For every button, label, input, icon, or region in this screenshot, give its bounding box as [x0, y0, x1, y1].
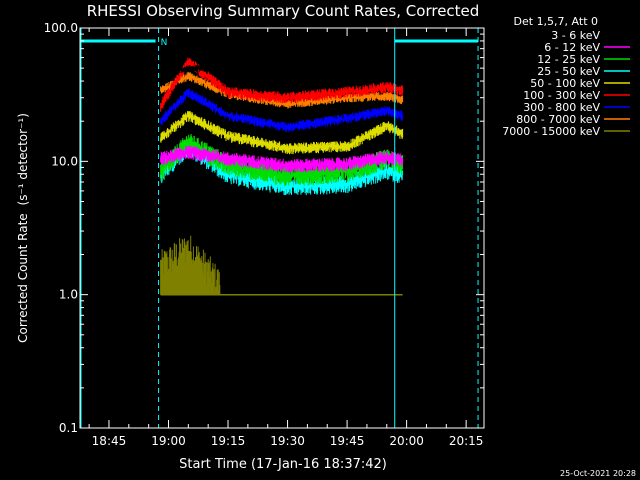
series-line	[160, 74, 403, 105]
y-axis-label-units: (s⁻¹ detector⁻¹)	[16, 113, 30, 205]
legend-entry-label: 3 - 6 keV	[551, 29, 600, 42]
night-markers: N	[80, 28, 479, 428]
x-tick-label: 20:15	[449, 434, 484, 448]
legend-entry-label: 100 - 300 keV	[523, 89, 600, 102]
x-tick-label: 19:30	[270, 434, 305, 448]
series-100-300kev	[160, 57, 404, 112]
x-tick-label: 19:00	[151, 434, 186, 448]
series-7000-15000kev	[160, 235, 403, 296]
x-tick-label: 18:45	[92, 434, 127, 448]
plot-area: N	[80, 28, 479, 428]
night-annotation-label: N	[161, 38, 168, 48]
series-spikes	[160, 235, 221, 295]
series-line	[160, 115, 403, 149]
y-tick-label: 10.0	[51, 154, 78, 168]
x-tick-label: 19:45	[330, 434, 365, 448]
y-axis-label-main: Corrected Count Rate	[16, 213, 30, 343]
legend-entry-label: 7000 - 15000 keV	[502, 125, 600, 138]
series-300-800kev	[160, 88, 404, 133]
footer-date: 25-Oct-2021 20:28	[560, 469, 636, 478]
x-tick-label: 19:15	[211, 434, 246, 448]
axes: 100.0 10.0 1.0 0.1 18:45 19:00 19:15 19:30 19:45…	[44, 21, 485, 448]
legend-entry-label: 50 - 100 keV	[530, 77, 600, 90]
axes-frame	[79, 27, 485, 429]
legend-title: Det 1,5,7, Att 0	[514, 15, 598, 28]
legend-entry-label: 800 - 7000 keV	[516, 113, 600, 126]
legend-entry-label: 25 - 50 keV	[537, 65, 600, 78]
series-line	[160, 60, 403, 107]
series-6-12kev	[160, 145, 404, 173]
y-tick-label: 0.1	[59, 421, 78, 435]
series-line	[160, 67, 403, 74]
legend-entry-label: 6 - 12 keV	[544, 41, 600, 54]
series-3-6kev	[160, 65, 404, 76]
y-tick-label: 1.0	[59, 288, 78, 302]
y-axis-label: Corrected Count Rate (s⁻¹ detector⁻¹)	[16, 113, 30, 343]
y-tick-label: 100.0	[44, 21, 78, 35]
y-axis-label-text: Corrected Count Rate (s⁻¹ detector⁻¹)	[16, 113, 30, 343]
chart-title: RHESSI Observing Summary Count Rates, Co…	[87, 2, 480, 20]
legend-entry-label: 300 - 800 keV	[523, 101, 600, 114]
x-axis-label: Start Time (17-Jan-16 18:37:42)	[179, 457, 387, 472]
legend-entry-label: 12 - 25 keV	[537, 53, 600, 66]
series-line	[160, 151, 403, 167]
series-50-100kev	[160, 111, 404, 155]
series-line	[160, 91, 403, 128]
x-tick-label: 20:00	[389, 434, 424, 448]
